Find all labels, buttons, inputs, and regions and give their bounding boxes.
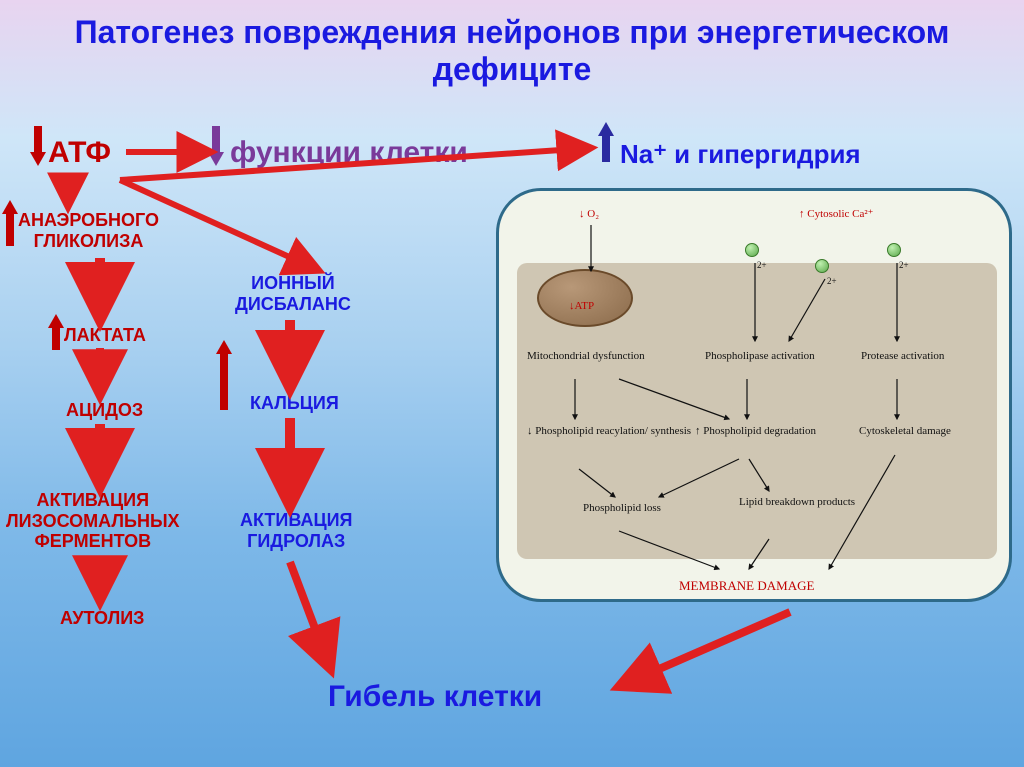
- cell-label-ca: ↑ Cytosolic Ca²⁺: [799, 209, 874, 221]
- cell-label-protease: Protease activation: [861, 351, 944, 363]
- cell-label-reacyl: ↓ Phospholipid reacylation/ synthesis: [527, 426, 691, 438]
- cell-label-lipid: Lipid breakdown products: [739, 497, 855, 509]
- cell-label-ploss: Phospholipid loss: [583, 503, 661, 515]
- cell-label-atp: ↓ATP: [569, 301, 594, 313]
- cell-label-mito: Mitochondrial dysfunction: [527, 351, 645, 363]
- ion-charge-label: 2+: [827, 277, 837, 286]
- ion-charge-label: 2+: [899, 261, 909, 270]
- ion-charge-label: 2+: [757, 261, 767, 270]
- cell-diagram: ↓ O₂ ↑ Cytosolic Ca²⁺ Mitochondrial dysfun…: [496, 188, 1012, 602]
- calcium-ion-icon: [887, 243, 901, 257]
- calcium-ion-icon: [745, 243, 759, 257]
- cell-label-degrad: ↑ Phospholipid degradation: [695, 426, 816, 438]
- cell-label-membrane: MEMBRANE DAMAGE: [679, 579, 814, 593]
- cell-label-o2: ↓ O₂: [579, 209, 599, 221]
- cell-label-cyto: Cytoskeletal damage: [859, 426, 951, 438]
- cell-label-plipase: Phospholipase activation: [705, 351, 815, 363]
- calcium-ion-icon: [815, 259, 829, 273]
